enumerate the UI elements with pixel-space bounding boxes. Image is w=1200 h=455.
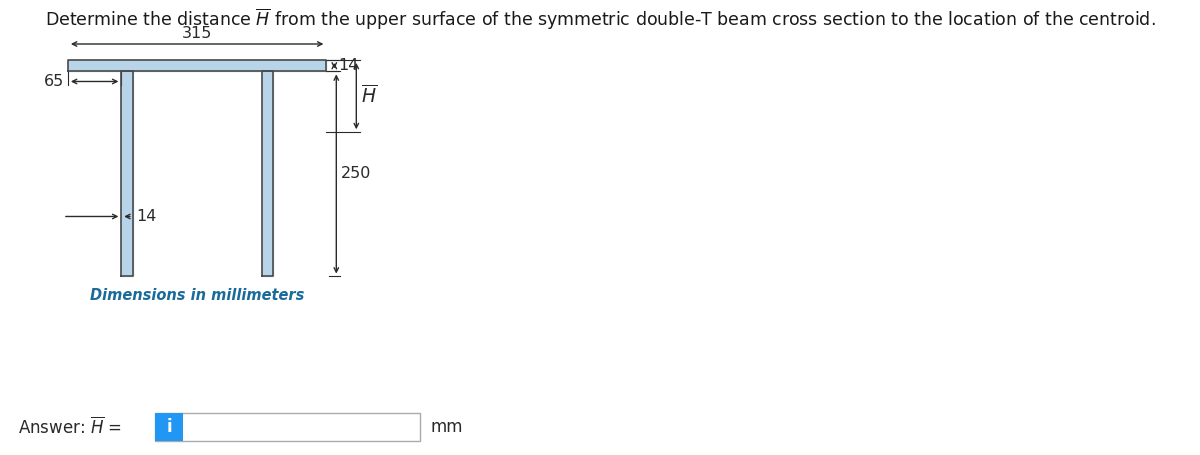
Text: 315: 315 bbox=[182, 26, 212, 41]
Polygon shape bbox=[262, 71, 274, 277]
Text: Dimensions in millimeters: Dimensions in millimeters bbox=[90, 288, 305, 303]
Text: mm: mm bbox=[430, 418, 462, 436]
Text: 250: 250 bbox=[341, 167, 372, 182]
Polygon shape bbox=[121, 71, 133, 277]
Text: 65: 65 bbox=[43, 74, 64, 89]
Bar bbox=[155, 413, 182, 441]
Text: i: i bbox=[166, 418, 172, 436]
Text: 14: 14 bbox=[338, 58, 359, 73]
Text: Answer: $\overline{H}$ =: Answer: $\overline{H}$ = bbox=[18, 416, 122, 438]
Text: 14: 14 bbox=[136, 209, 156, 224]
Bar bbox=[155, 413, 420, 441]
Text: $\overline{H}$: $\overline{H}$ bbox=[361, 85, 377, 107]
Text: Determine the distance $\overline{H}$ from the upper surface of the symmetric do: Determine the distance $\overline{H}$ fr… bbox=[44, 7, 1156, 32]
Polygon shape bbox=[68, 60, 326, 71]
